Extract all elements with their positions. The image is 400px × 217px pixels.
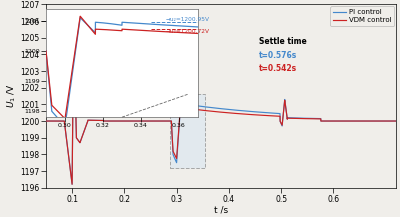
- Line: VDM control: VDM control: [46, 18, 396, 184]
- Legend: PI control, VDM control: PI control, VDM control: [330, 7, 394, 26]
- Text: t=0.542s: t=0.542s: [259, 64, 297, 73]
- Line: PI control: PI control: [46, 18, 396, 184]
- PI control: [223, 108, 228, 110]
- Text: Settle time: Settle time: [259, 37, 307, 46]
- PI control: [62, 121, 67, 123]
- VDM control: [134, 120, 139, 122]
- VDM control: [96, 119, 100, 122]
- VDM control: [70, 183, 74, 186]
- PI control: [96, 119, 100, 122]
- VDM control: [71, 17, 76, 20]
- VDM control: [62, 121, 67, 123]
- VDM control: [256, 114, 261, 116]
- PI control: [134, 120, 139, 122]
- Y-axis label: $U_1$ /V: $U_1$ /V: [6, 84, 18, 108]
- VDM control: [394, 120, 398, 122]
- Text: t=0.576s: t=0.576s: [259, 51, 297, 60]
- Text: →u₂=1200.95V: →u₂=1200.95V: [166, 17, 210, 22]
- PI control: [256, 111, 261, 113]
- PI control: [228, 108, 233, 111]
- PI control: [70, 183, 74, 186]
- PI control: [394, 120, 398, 122]
- VDM control: [44, 120, 48, 122]
- VDM control: [228, 112, 233, 114]
- PI control: [44, 120, 48, 122]
- PI control: [71, 17, 76, 20]
- X-axis label: t /s: t /s: [214, 205, 228, 214]
- Bar: [170, 94, 205, 168]
- VDM control: [223, 111, 228, 114]
- Text: →u₂=1200.72V: →u₂=1200.72V: [166, 29, 210, 34]
